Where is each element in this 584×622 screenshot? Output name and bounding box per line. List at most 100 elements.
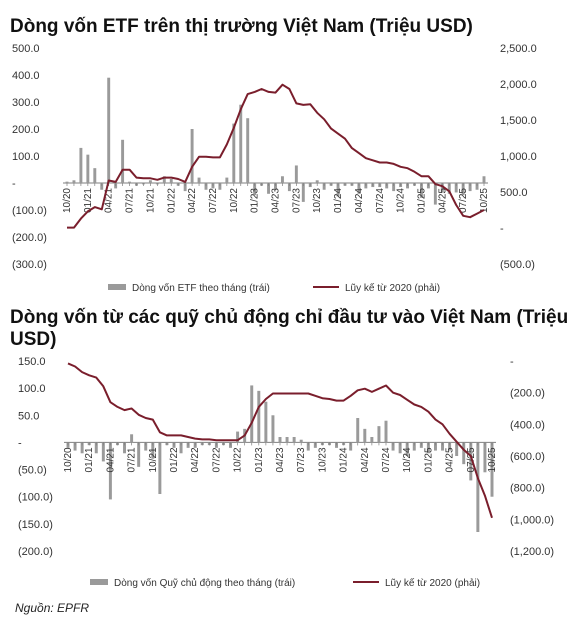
bar-06/21 [123, 442, 127, 454]
bar-02/24 [349, 442, 353, 451]
chart1-etf-flows: 500.0 400.0 300.0 200.0 100.0 - (100.0) (200.0)… [12, 43, 537, 294]
bar-03/22 [183, 183, 187, 192]
bar-03/23 [271, 415, 275, 443]
legend-bar-label: Dòng vốn Quỹ chủ động theo tháng (trái) [114, 577, 295, 589]
bar-10/24 [405, 442, 409, 456]
bar-01/25 [426, 442, 430, 454]
right-axis-tick-label: 2,000.0 [500, 79, 537, 91]
left-axis-tick-label: - [18, 437, 22, 449]
bar-08/23 [306, 442, 310, 451]
bar-02/21 [94, 442, 98, 454]
x-axis-tick-label: 04/25 [437, 188, 448, 213]
bar-06/25 [462, 442, 466, 465]
bar-05/25 [447, 183, 451, 194]
x-axis-tick-label: 10/22 [233, 447, 244, 472]
x-axis-tick-label: 07/22 [208, 188, 219, 213]
x-axis-tick-label: 10/21 [148, 447, 159, 472]
bar-12/20 [80, 442, 84, 454]
bar-05/25 [455, 442, 459, 456]
bar-04/21 [108, 442, 112, 500]
bar-03/21 [101, 442, 105, 462]
bar-06/22 [204, 183, 208, 190]
right-axis-tick-label: 1,500.0 [500, 115, 537, 127]
bar-07/25 [469, 442, 473, 481]
bar-10/22 [236, 431, 240, 443]
bar-05/23 [280, 176, 284, 183]
x-axis-tick-label: 10/21 [145, 188, 156, 213]
bar-10/22 [232, 123, 236, 183]
right-axis-tick-label: 1,000.0 [500, 151, 537, 163]
x-axis-tick-label: 01/22 [169, 447, 180, 472]
x-axis-tick-label: 10/25 [479, 188, 490, 213]
x-axis-tick-label: 04/24 [360, 447, 371, 472]
bar-04/24 [363, 428, 367, 443]
bar-11/20 [73, 442, 77, 451]
bar-06/24 [377, 426, 381, 443]
bar-12/21 [162, 176, 166, 183]
bar-03/21 [100, 183, 104, 190]
left-axis-tick-label: 500.0 [12, 43, 40, 55]
bar-03/23 [267, 183, 271, 194]
x-axis-tick-label: 07/23 [296, 447, 307, 472]
bar-08/23 [301, 183, 305, 202]
x-axis-tick-label: 04/25 [445, 447, 456, 472]
right-axis-tick-label: 500.0 [500, 187, 528, 199]
x-axis-tick-label: 01/22 [166, 188, 177, 213]
bar-11/22 [239, 104, 243, 183]
bar-08/25 [476, 442, 480, 532]
bar-05/23 [285, 437, 289, 443]
bar-07/23 [294, 165, 298, 183]
x-axis-tick-label: 01/24 [339, 447, 350, 472]
bar-07/25 [461, 183, 465, 196]
right-axis-tick-label: (500.0) [500, 259, 535, 271]
bar-10/25 [490, 442, 494, 497]
legend-bar-swatch [108, 284, 126, 290]
x-axis-tick-label: 07/24 [375, 188, 386, 213]
bar-07/21 [130, 434, 134, 443]
left-axis-tick-label: (300.0) [12, 259, 47, 271]
bar-04/22 [190, 129, 194, 183]
bar-07/21 [128, 181, 132, 183]
x-axis-tick-label: 10/20 [63, 447, 74, 472]
legend-bar-swatch [90, 579, 108, 585]
bar-12/20 [79, 147, 83, 183]
x-axis-tick-label: 04/23 [275, 447, 286, 472]
x-axis-tick-label: 04/23 [271, 188, 282, 213]
bar-01/21 [86, 154, 90, 183]
bar-08/24 [391, 442, 395, 451]
left-axis-tick-label: 150.0 [18, 356, 46, 368]
bar-03/25 [441, 442, 445, 451]
bar-07/23 [299, 439, 303, 443]
x-axis-tick-label: 10/25 [487, 447, 498, 472]
left-axis-tick-label: 50.0 [18, 410, 39, 422]
bar-01/22 [169, 178, 173, 183]
bar-09/22 [225, 177, 229, 183]
legend-line-label: Lũy kế từ 2020 (phải) [345, 282, 440, 294]
bar-10/21 [151, 442, 155, 459]
right-axis-tick-label: (600.0) [510, 451, 545, 463]
bar-06/25 [454, 183, 458, 193]
bar-04/23 [274, 183, 277, 190]
x-axis-tick-label: 10/24 [396, 188, 407, 213]
bar-02/23 [264, 401, 268, 443]
bar-10/23 [315, 180, 319, 183]
x-axis-tick-label: 07/25 [458, 188, 469, 213]
left-axis-tick-label: (50.0) [18, 465, 47, 477]
right-axis-tick-label: (1,000.0) [510, 514, 554, 526]
bar-06/23 [287, 183, 291, 192]
x-axis-tick-label: 01/23 [250, 188, 261, 213]
bar-04/21 [107, 77, 111, 183]
bar-09/25 [475, 183, 479, 190]
right-axis-tick-label: 2,500.0 [500, 43, 537, 55]
bar-09/25 [483, 442, 487, 473]
bar-04/24 [357, 183, 361, 194]
bar-04/25 [440, 183, 444, 193]
cumulative-line [67, 83, 485, 229]
x-axis-tick-label: 07/24 [381, 447, 392, 472]
x-axis-tick-label: 01/23 [254, 447, 265, 472]
bar-02/21 [93, 168, 97, 183]
x-axis-tick-label: 04/22 [187, 188, 198, 213]
left-axis-tick-label: 200.0 [12, 124, 40, 136]
x-axis-tick-label: 07/23 [291, 188, 302, 213]
left-axis-tick-label: (200.0) [18, 546, 53, 558]
